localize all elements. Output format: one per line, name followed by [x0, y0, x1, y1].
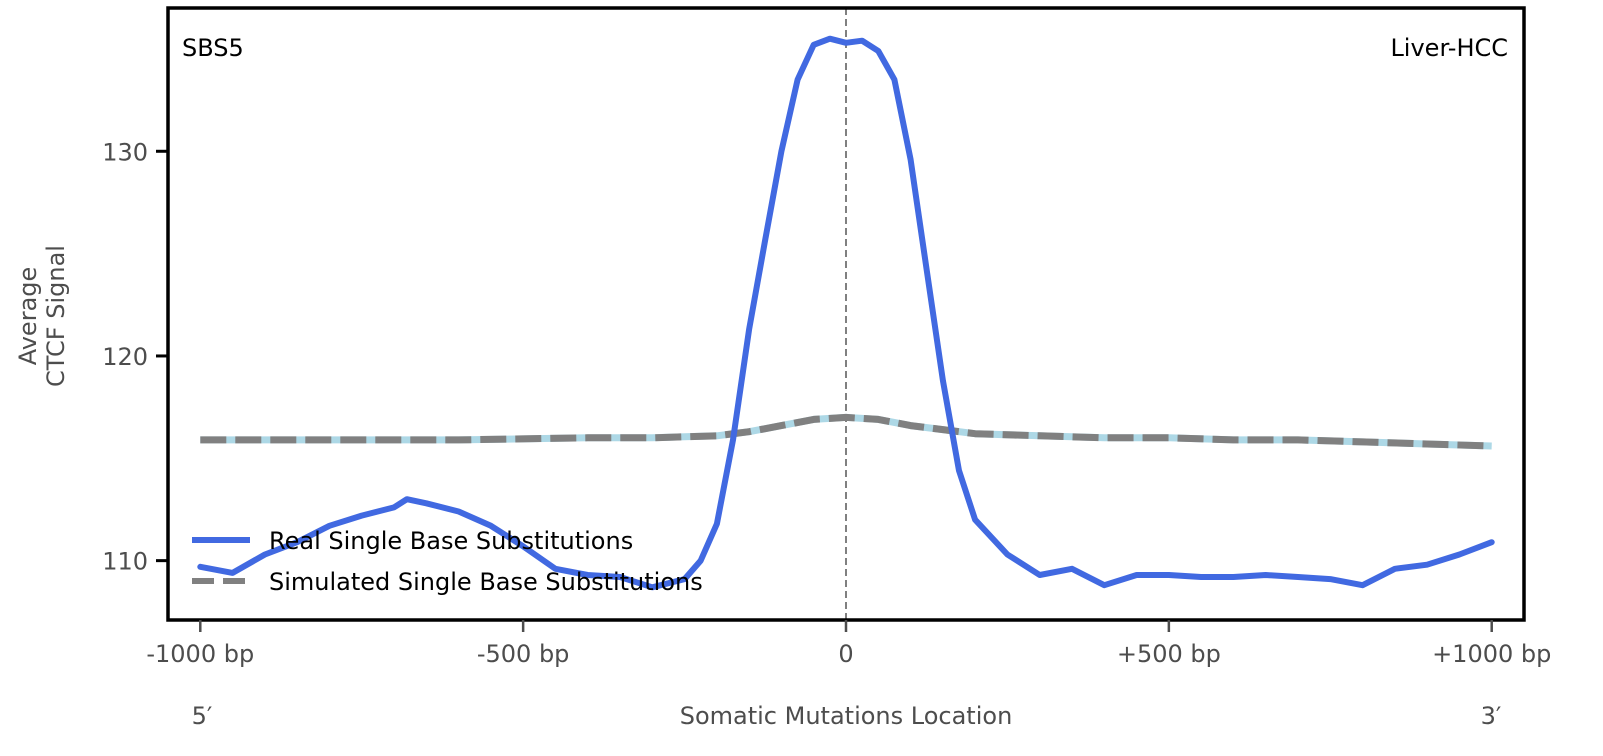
y-tick-label-110: 110	[102, 548, 148, 576]
cancer-type-label: Liver-HCC	[1390, 34, 1508, 62]
legend-label-simulated: Simulated Single Base Substitutions	[269, 568, 703, 596]
legend-label-real: Real Single Base Substitutions	[269, 527, 633, 555]
signature-label: SBS5	[182, 34, 244, 62]
y-tick-label-120: 120	[102, 343, 148, 371]
legend: Real Single Base Substitutions Simulated…	[192, 527, 703, 596]
y-tick-label-130: 130	[102, 138, 148, 166]
x-tick-label-3: +500 bp	[1117, 640, 1221, 668]
x-tick-label-2: 0	[838, 640, 853, 668]
y-axis: 110 120 130	[102, 138, 168, 576]
y-axis-title-line-1: Average	[14, 267, 42, 366]
x-tick-label-4: +1000 bp	[1432, 640, 1551, 668]
x-tick-label-0: -1000 bp	[146, 640, 254, 668]
x-tick-label-1: -500 bp	[477, 640, 570, 668]
three-prime-label: 3′	[1481, 702, 1502, 730]
x-axis-title: Somatic Mutations Location	[680, 702, 1013, 730]
plot-area	[197, 8, 1495, 620]
five-prime-label: 5′	[192, 702, 213, 730]
series-simulated-line	[200, 413, 1492, 450]
y-axis-title: Average CTCF Signal	[14, 245, 70, 387]
y-axis-title-line-2: CTCF Signal	[42, 245, 70, 387]
x-axis: -1000 bp -500 bp 0 +500 bp +1000 bp	[146, 620, 1551, 668]
series-real-line	[197, 35, 1495, 591]
series-layer	[197, 35, 1495, 591]
